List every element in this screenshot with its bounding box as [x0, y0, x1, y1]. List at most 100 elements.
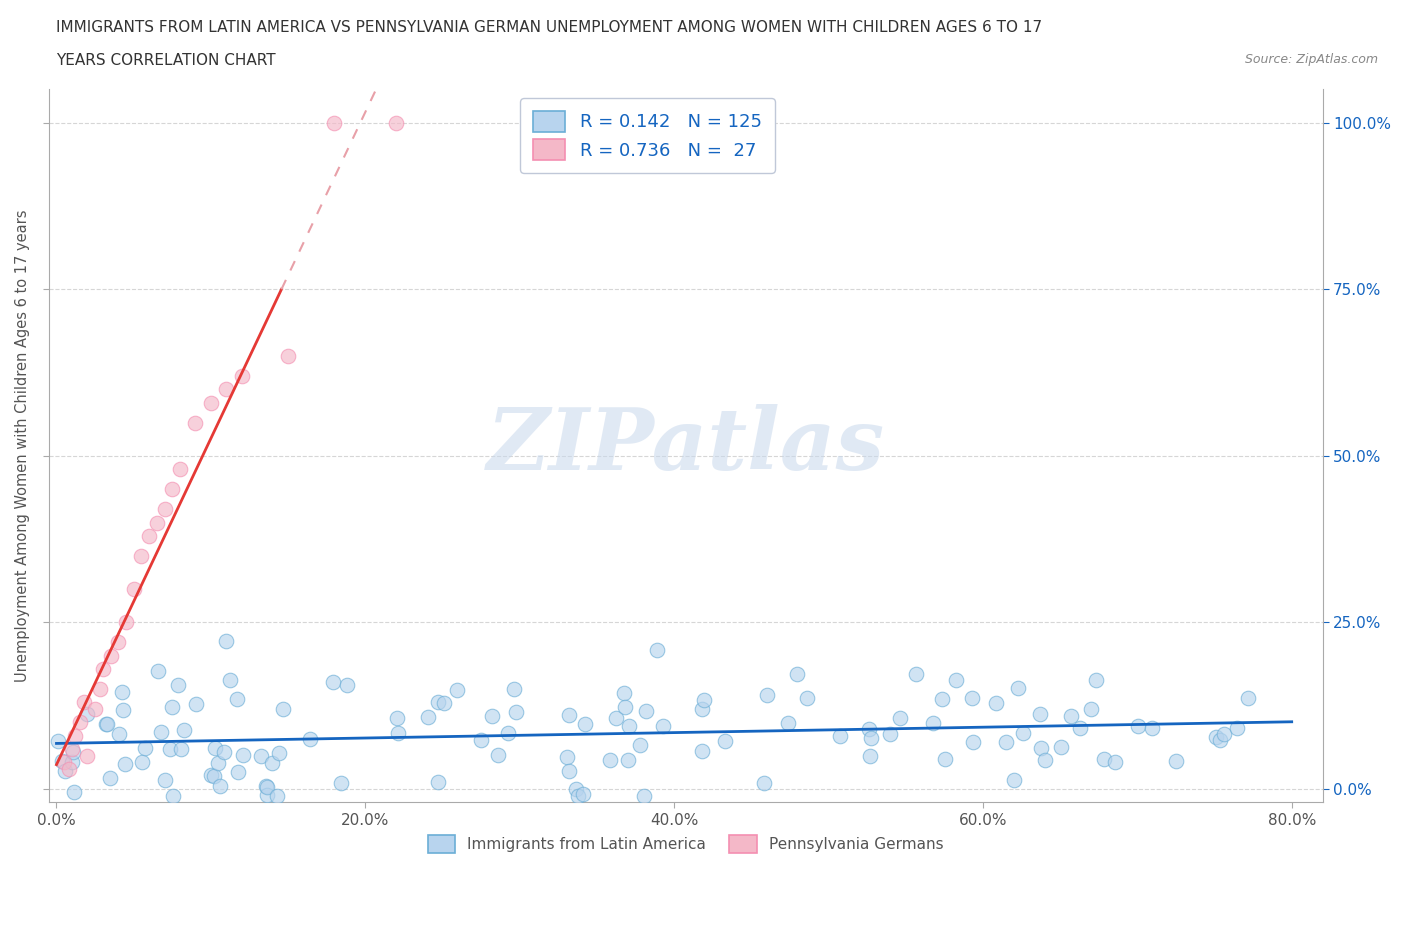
Point — [214, 633, 236, 648]
Point — [614, 699, 637, 714]
Point — [636, 704, 658, 719]
Point — [98, 770, 121, 785]
Point — [651, 718, 673, 733]
Point — [162, 789, 184, 804]
Point — [153, 502, 176, 517]
Point — [107, 635, 129, 650]
Point — [1011, 725, 1033, 740]
Point — [1142, 720, 1164, 735]
Point — [645, 643, 668, 658]
Point — [796, 690, 818, 705]
Point — [250, 749, 273, 764]
Point — [1002, 773, 1025, 788]
Point — [76, 749, 98, 764]
Point — [692, 744, 714, 759]
Point — [215, 382, 238, 397]
Point — [859, 749, 882, 764]
Point — [427, 775, 450, 790]
Point — [752, 776, 775, 790]
Point — [226, 691, 249, 706]
Point — [605, 711, 627, 725]
Point — [173, 723, 195, 737]
Point — [714, 733, 737, 748]
Point — [256, 779, 278, 794]
Point — [1212, 727, 1234, 742]
Point — [921, 715, 943, 730]
Point — [209, 778, 232, 793]
Point — [322, 674, 344, 689]
Point — [76, 707, 98, 722]
Point — [558, 708, 581, 723]
Point — [690, 702, 713, 717]
Point — [1084, 672, 1107, 687]
Point — [63, 785, 86, 800]
Point — [200, 395, 222, 410]
Point — [207, 755, 229, 770]
Point — [170, 742, 193, 757]
Point — [323, 115, 346, 130]
Point — [481, 709, 503, 724]
Point — [828, 728, 851, 743]
Point — [426, 694, 449, 709]
Point — [1226, 720, 1249, 735]
Point — [53, 755, 76, 770]
Point — [633, 789, 655, 804]
Point — [433, 695, 456, 710]
Point — [1237, 690, 1260, 705]
Legend: Immigrants from Latin America, Pennsylvania Germans: Immigrants from Latin America, Pennsylva… — [422, 829, 949, 859]
Point — [617, 752, 640, 767]
Point — [1033, 752, 1056, 767]
Point — [212, 745, 235, 760]
Point — [1209, 733, 1232, 748]
Point — [555, 750, 578, 764]
Point — [159, 741, 181, 756]
Point — [162, 699, 184, 714]
Point — [166, 677, 188, 692]
Text: YEARS CORRELATION CHART: YEARS CORRELATION CHART — [56, 53, 276, 68]
Point — [262, 755, 284, 770]
Y-axis label: Unemployment Among Women with Children Ages 6 to 17 years: Unemployment Among Women with Children A… — [15, 209, 30, 682]
Text: IMMIGRANTS FROM LATIN AMERICA VS PENNSYLVANIA GERMAN UNEMPLOYMENT AMONG WOMEN WI: IMMIGRANTS FROM LATIN AMERICA VS PENNSYL… — [56, 20, 1042, 35]
Point — [84, 701, 107, 716]
Point — [558, 764, 581, 778]
Point — [934, 751, 956, 766]
Text: Source: ZipAtlas.com: Source: ZipAtlas.com — [1244, 53, 1378, 66]
Point — [107, 726, 129, 741]
Point — [231, 368, 253, 383]
Point — [470, 733, 492, 748]
Point — [1080, 701, 1102, 716]
Point — [62, 744, 84, 759]
Point — [298, 732, 321, 747]
Point — [100, 648, 122, 663]
Point — [1029, 707, 1052, 722]
Point — [567, 789, 589, 804]
Point — [503, 682, 526, 697]
Point — [498, 725, 520, 740]
Point — [204, 740, 226, 755]
Point — [162, 482, 184, 497]
Point — [1007, 680, 1029, 695]
Point — [786, 667, 808, 682]
Point — [387, 725, 409, 740]
Point — [1104, 754, 1126, 769]
Point — [599, 752, 621, 767]
Point — [112, 702, 135, 717]
Point — [138, 528, 160, 543]
Point — [994, 735, 1017, 750]
Point — [505, 704, 527, 719]
Point — [254, 778, 277, 793]
Point — [962, 735, 984, 750]
Point — [1029, 740, 1052, 755]
Point — [114, 757, 136, 772]
Point — [94, 717, 117, 732]
Point — [889, 711, 911, 725]
Point — [486, 747, 509, 762]
Point — [169, 462, 191, 477]
Point — [879, 726, 901, 741]
Point — [984, 696, 1007, 711]
Point — [150, 724, 173, 739]
Point — [778, 715, 800, 730]
Point — [219, 673, 242, 688]
Point — [416, 709, 439, 724]
Point — [269, 746, 291, 761]
